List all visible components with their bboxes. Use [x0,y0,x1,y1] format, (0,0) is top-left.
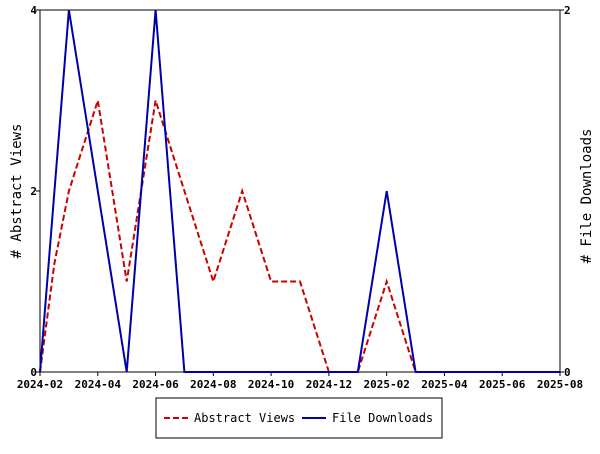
y-left-axis-title: # Abstract Views [9,124,25,259]
y-left-tick-label: 0 [30,366,37,379]
legend-box [155,397,443,439]
series-line-abstract-views [39,100,560,373]
x-tick-label: 2024-06 [132,378,179,391]
x-tick-label: 2025-08 [537,378,583,391]
y-left-tick-label: 4 [30,4,37,17]
x-tick-label: 2024-10 [248,378,294,391]
y-left-tick-label: 2 [30,185,37,198]
legend-label: Abstract Views [194,411,295,425]
x-tick-label: 2024-02 [17,378,63,391]
x-tick-label: 2024-08 [190,378,236,391]
y-right-axis-title: # File Downloads [579,129,595,264]
y-right-tick-label: 2 [564,4,571,17]
series-line-file-downloads [39,9,560,373]
x-tick-label: 2025-04 [421,378,468,391]
x-tick-label: 2024-04 [75,378,122,391]
y-right-tick-label: 0 [564,366,571,379]
legend-label: File Downloads [332,411,433,425]
x-tick-label: 2024-12 [306,378,352,391]
x-tick-label: 2025-02 [363,378,409,391]
x-tick-label: 2025-06 [479,378,526,391]
